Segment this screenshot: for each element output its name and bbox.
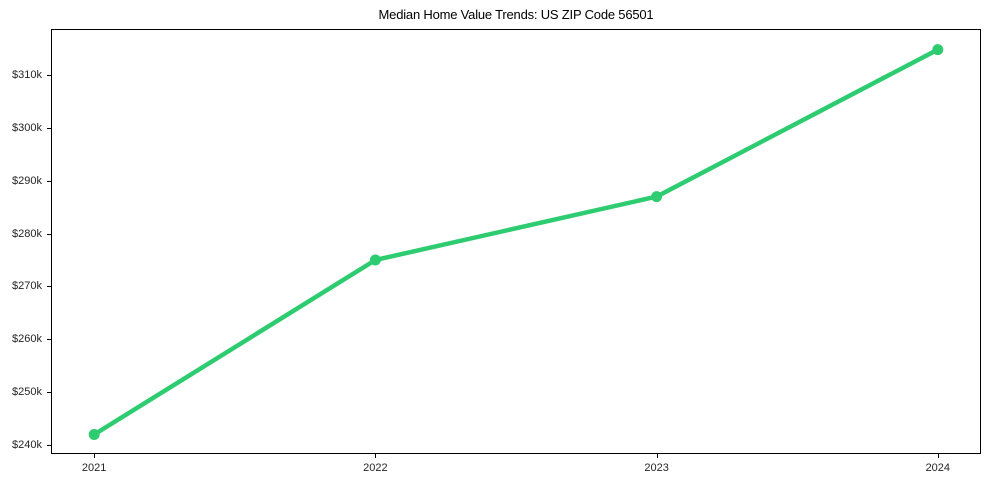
y-axis-tick-mark [47,234,51,235]
y-axis-tick-label: $290k [12,174,42,187]
x-axis-tick-label: 2023 [644,462,669,474]
data-point-marker [651,191,663,203]
y-axis-tick-label: $310k [12,68,42,81]
y-axis-tick-mark [47,445,51,446]
y-axis-tick-mark [47,286,51,287]
data-point-marker [88,429,100,440]
x-axis-tick-mark [375,454,376,458]
x-axis-tick-mark [657,454,658,458]
y-axis-tick-label: $270k [12,280,42,293]
y-axis-tick-mark [47,392,51,393]
x-axis-tick-label: 2022 [363,462,388,474]
y-axis-tick-label: $250k [12,386,42,399]
x-axis-tick-mark [94,454,95,458]
trend-line [91,47,941,437]
plot-area [51,29,981,454]
y-axis-tick-label: $260k [12,333,42,346]
y-axis-tick-label: $300k [12,121,42,134]
data-point-marker [932,44,944,56]
y-axis-tick-label: $280k [12,227,42,240]
y-axis-tick-label: $240k [12,439,42,452]
chart-title: Median Home Value Trends: US ZIP Code 56… [378,7,654,22]
y-axis-tick-mark [47,181,51,182]
y-axis-tick-mark [47,75,51,76]
data-point-marker [369,254,381,266]
y-axis-tick-mark [47,339,51,340]
line-plot-canvas [88,44,944,440]
x-axis-tick-label: 2021 [81,462,107,474]
y-axis-tick-mark [47,128,51,129]
x-axis-tick-label: 2024 [925,462,951,474]
x-axis-tick-mark [938,454,939,458]
